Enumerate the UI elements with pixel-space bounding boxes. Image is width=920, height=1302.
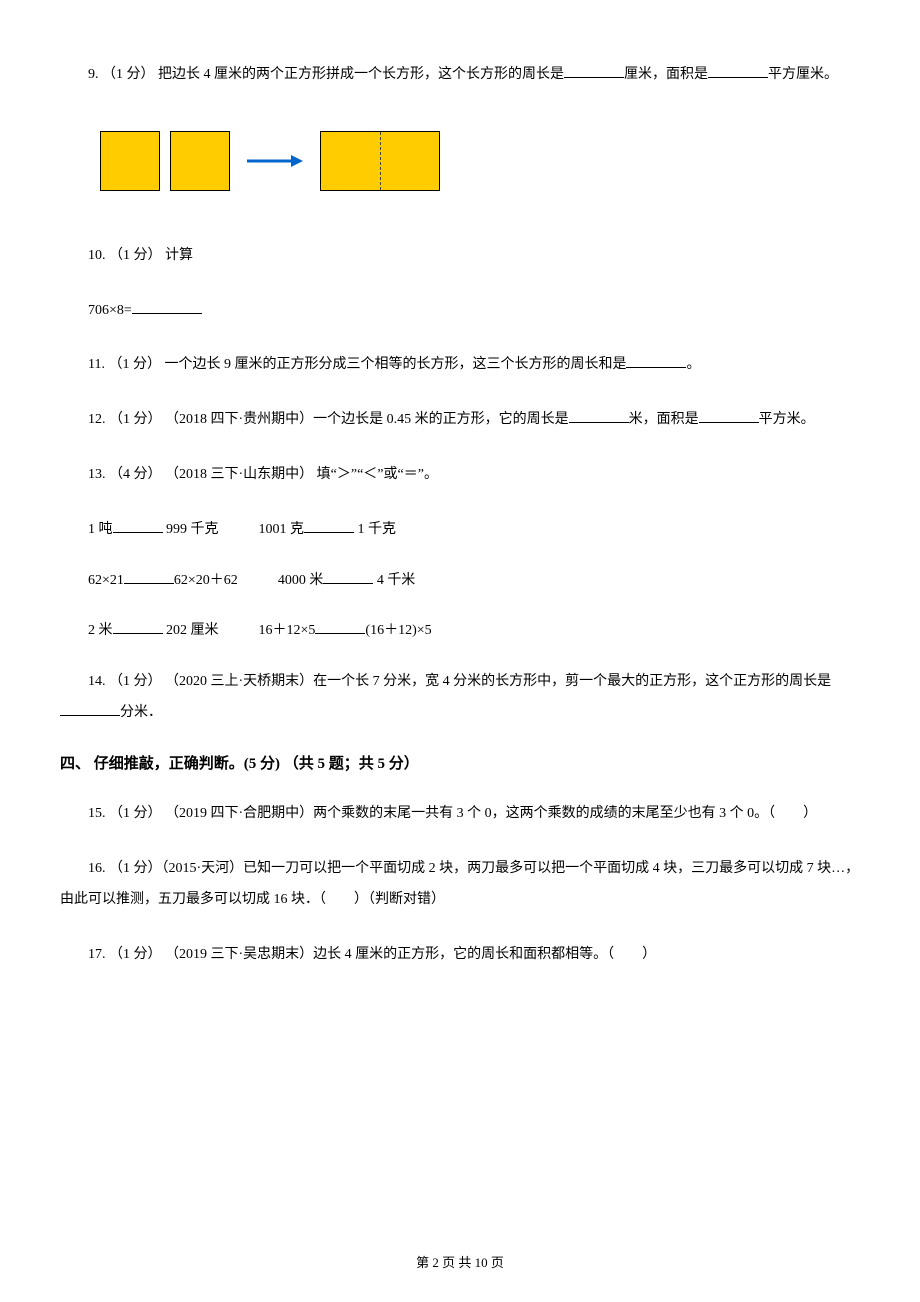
q9-prefix: 9. （1 分） 把边长 4 厘米的两个正方形拼成一个长方形，这个长方形的周长是 xyxy=(88,67,564,82)
q17-text: 17. （1 分） （2019 三下·吴忠期末）边长 4 厘米的正方形，它的周长… xyxy=(88,947,656,962)
q12-mid: 米，面积是 xyxy=(629,412,699,427)
q14-blank[interactable] xyxy=(60,698,120,716)
q13-r3d: (16＋12)×5 xyxy=(365,623,431,638)
q13-r3c: 16＋12×5 xyxy=(259,623,316,638)
q11-suffix: 。 xyxy=(686,357,700,372)
q13-row1: 1 吨 999 千克 1001 克 1 千克 xyxy=(60,515,860,546)
q11-prefix: 11. （1 分） 一个边长 9 厘米的正方形分成三个相等的长方形，这三个长方形… xyxy=(88,357,626,372)
q13-row2: 62×21 62×20＋62 4000 米 4 千米 xyxy=(60,566,860,597)
q13-r1c: 1001 克 xyxy=(259,522,305,537)
arrow-icon xyxy=(245,151,305,171)
question-15: 15. （1 分） （2019 四下·合肥期中）两个乘数的末尾一共有 3 个 0… xyxy=(60,799,860,830)
q13-r2c: 4000 米 xyxy=(278,573,324,588)
q14-suffix: 分米． xyxy=(120,705,162,720)
question-14: 14. （1 分） （2020 三上·天桥期末）在一个长 7 分米，宽 4 分米… xyxy=(60,667,860,729)
q9-blank-2[interactable] xyxy=(708,60,768,78)
q13-r2b: 62×20＋62 xyxy=(174,573,238,588)
combined-rectangle xyxy=(320,131,440,191)
q14-prefix: 14. （1 分） （2020 三上·天桥期末）在一个长 7 分米，宽 4 分米… xyxy=(88,674,831,689)
q13-r3-blank2[interactable] xyxy=(315,616,365,634)
q13-r1b: 999 千克 xyxy=(163,522,219,537)
question-11: 11. （1 分） 一个边长 9 厘米的正方形分成三个相等的长方形，这三个长方形… xyxy=(60,350,860,381)
q13-r1-blank1[interactable] xyxy=(113,515,163,533)
question-12: 12. （1 分） （2018 四下·贵州期中）一个边长是 0.45 米的正方形… xyxy=(60,405,860,436)
q10-text: 10. （1 分） 计算 xyxy=(88,248,193,263)
q9-blank-1[interactable] xyxy=(564,60,624,78)
q9-mid: 厘米，面积是 xyxy=(624,67,708,82)
q11-blank[interactable] xyxy=(626,350,686,368)
q13-r2-blank2[interactable] xyxy=(323,566,373,584)
question-13-header: 13. （4 分） （2018 三下·山东期中） 填“＞”“＜”或“＝”。 xyxy=(60,460,860,491)
q15-text: 15. （1 分） （2019 四下·合肥期中）两个乘数的末尾一共有 3 个 0… xyxy=(88,806,817,821)
q10-blank[interactable] xyxy=(132,296,202,314)
q13-r1d: 1 千克 xyxy=(354,522,396,537)
q12-suffix: 平方米。 xyxy=(759,412,815,427)
square-left xyxy=(100,131,160,191)
page-footer: 第 2 页 共 10 页 xyxy=(0,1253,920,1273)
q9-suffix: 平方厘米。 xyxy=(768,67,838,82)
q13-header-text: 13. （4 分） （2018 三下·山东期中） 填“＞”“＜”或“＝”。 xyxy=(88,467,438,482)
q13-r2-blank1[interactable] xyxy=(124,566,174,584)
q12-blank-2[interactable] xyxy=(699,405,759,423)
q13-r2d: 4 千米 xyxy=(373,573,415,588)
question-17: 17. （1 分） （2019 三下·吴忠期末）边长 4 厘米的正方形，它的周长… xyxy=(60,940,860,971)
q13-r1a: 1 吨 xyxy=(88,522,113,537)
square-right xyxy=(170,131,230,191)
q12-prefix: 12. （1 分） （2018 四下·贵州期中）一个边长是 0.45 米的正方形… xyxy=(88,412,569,427)
q13-r3b: 202 厘米 xyxy=(163,623,219,638)
q10-expr: 706×8= xyxy=(88,303,132,318)
squares-figure xyxy=(100,131,860,191)
q13-r3a: 2 米 xyxy=(88,623,113,638)
question-16: 16. （1 分）（2015·天河）已知一刀可以把一个平面切成 2 块，两刀最多… xyxy=(60,854,860,916)
question-9: 9. （1 分） 把边长 4 厘米的两个正方形拼成一个长方形，这个长方形的周长是… xyxy=(60,60,860,91)
question-10-line1: 10. （1 分） 计算 xyxy=(60,241,860,272)
question-10-line2: 706×8= xyxy=(60,296,860,327)
section-4-title: 四、 仔细推敲，正确判断。(5 分) （共 5 题；共 5 分） xyxy=(60,753,860,776)
q16-text: 16. （1 分）（2015·天河）已知一刀可以把一个平面切成 2 块，两刀最多… xyxy=(60,861,859,907)
q13-row3: 2 米 202 厘米 16＋12×5 (16＋12)×5 xyxy=(60,616,860,647)
q13-r3-blank1[interactable] xyxy=(113,616,163,634)
q13-r2a: 62×21 xyxy=(88,573,124,588)
q12-blank-1[interactable] xyxy=(569,405,629,423)
q13-r1-blank2[interactable] xyxy=(304,515,354,533)
